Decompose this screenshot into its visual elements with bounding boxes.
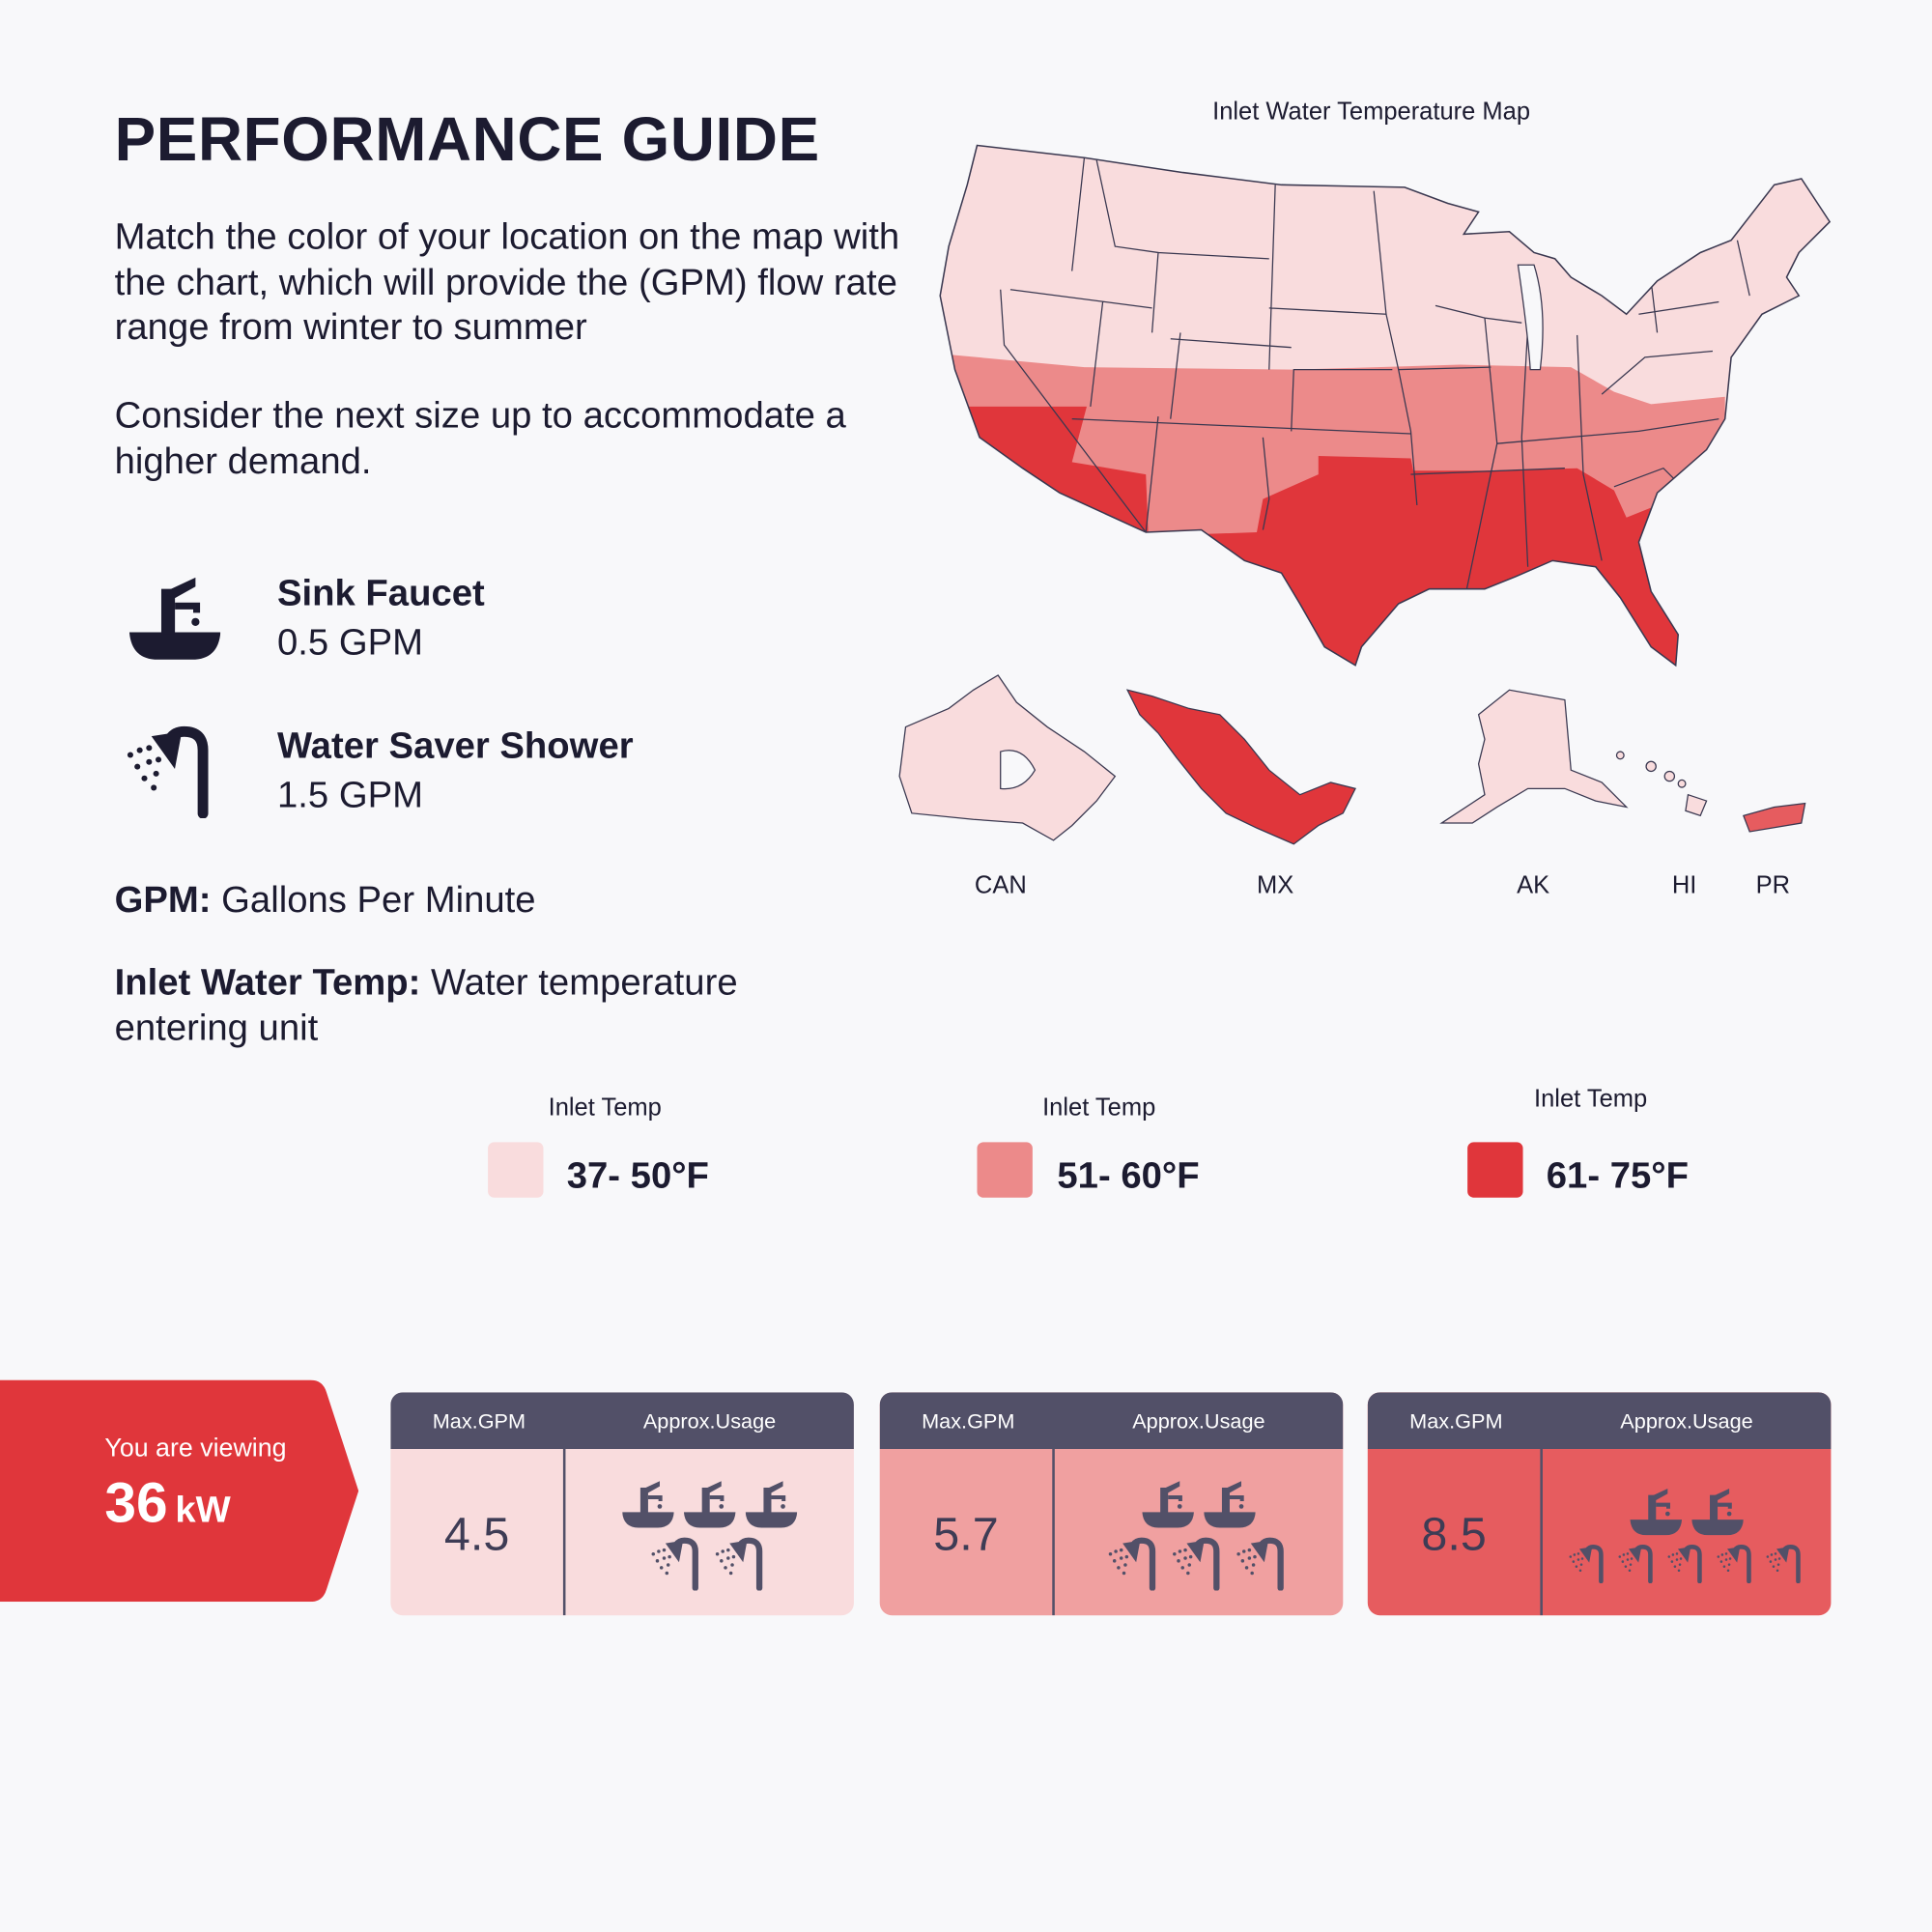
shower-icon: [715, 1536, 769, 1590]
gpm-card: Max.GPM Approx.Usage 8.5: [1367, 1392, 1832, 1616]
usage-icons: [565, 1466, 853, 1604]
definition-inlet-temp: Inlet Water Temp: Water temperature ente…: [115, 961, 805, 1051]
shower-icon: [1717, 1544, 1756, 1583]
legend-swatch-mild: [977, 1142, 1033, 1198]
model-banner: [0, 1379, 359, 1603]
state-borders: [1000, 157, 1750, 592]
us-outline: [939, 144, 1832, 668]
lake-michigan: [1517, 264, 1544, 371]
puerto-rico-inset: [1742, 802, 1806, 833]
shower-icon: [1569, 1544, 1608, 1583]
legend-label: Inlet Temp: [1042, 1094, 1156, 1122]
inset-label-ak: AK: [1517, 872, 1550, 900]
shower-icon: [1236, 1536, 1290, 1590]
shower-icon: [1108, 1536, 1162, 1590]
inset-label-pr: PR: [1755, 872, 1791, 900]
intro-note: Consider the next size up to accommodate…: [114, 395, 846, 482]
definition-text: Water temperature entering unit: [114, 962, 738, 1048]
kw-unit: kW: [175, 1490, 231, 1531]
hawaii-inset: [1615, 751, 1708, 817]
sink-faucet-icon: [1204, 1479, 1256, 1528]
card-divider: [1540, 1448, 1543, 1616]
gpm-card: Max.GPM Approx.Usage 4.5: [390, 1392, 854, 1616]
inset-label-can: CAN: [974, 872, 1027, 900]
fixture-flow: 1.5 GPM: [276, 775, 423, 816]
mexico-inset: [1125, 689, 1356, 845]
card-header: Max.GPM Approx.Usage: [1367, 1392, 1832, 1449]
card-divider: [562, 1448, 566, 1616]
shower-icon: [1172, 1536, 1226, 1590]
max-gpm-value: 5.7: [933, 1509, 999, 1562]
alaska-inset: [1439, 689, 1629, 824]
banner-value: 36 kW: [104, 1468, 230, 1535]
legend-range: 51- 60°F: [1057, 1155, 1200, 1197]
card-divider: [1052, 1448, 1055, 1616]
shower-icon: [1667, 1544, 1707, 1583]
sink-faucet-icon: [1691, 1487, 1744, 1536]
col-approx-usage: Approx.Usage: [1620, 1409, 1753, 1434]
map-title: Inlet Water Temperature Map: [1212, 99, 1531, 127]
shower-icon: [1766, 1544, 1805, 1583]
col-approx-usage: Approx.Usage: [642, 1409, 777, 1434]
sink-faucet-icon: [1142, 1479, 1194, 1528]
card-header: Max.GPM Approx.Usage: [390, 1392, 854, 1449]
shower-icon: [1618, 1544, 1658, 1583]
legend-range: 37- 50°F: [566, 1155, 709, 1197]
kw-value: 36: [104, 1469, 168, 1535]
col-max-gpm: Max.GPM: [922, 1409, 1015, 1434]
page-title: PERFORMANCE GUIDE: [114, 104, 820, 174]
usage-icons: [1543, 1466, 1831, 1604]
gpm-card: Max.GPM Approx.Usage 5.7: [879, 1392, 1344, 1616]
fixture-flow: 0.5 GPM: [276, 622, 423, 664]
col-max-gpm: Max.GPM: [1409, 1409, 1503, 1434]
max-gpm-value: 8.5: [1421, 1509, 1487, 1562]
temperature-map: [898, 144, 1832, 845]
definition-gpm: GPM: Gallons Per Minute: [115, 878, 854, 923]
col-max-gpm: Max.GPM: [432, 1409, 526, 1434]
usage-icons: [1055, 1466, 1343, 1604]
max-gpm-value: 4.5: [443, 1509, 510, 1562]
legend-swatch-cold: [488, 1142, 544, 1198]
sink-faucet-icon: [746, 1479, 798, 1528]
shower-icon: [650, 1536, 704, 1590]
legend-label: Inlet Temp: [1534, 1085, 1648, 1113]
card-header: Max.GPM Approx.Usage: [879, 1392, 1344, 1449]
legend-range: 61- 75°F: [1546, 1155, 1689, 1197]
col-approx-usage: Approx.Usage: [1132, 1409, 1265, 1434]
definition-term: GPM:: [114, 879, 212, 921]
intro-paragraph: Match the color of your location on the …: [114, 216, 900, 348]
inset-label-hi: HI: [1671, 872, 1697, 900]
definition-term: Inlet Water Temp:: [114, 962, 421, 1004]
legend-label: Inlet Temp: [548, 1094, 662, 1122]
fixture-name: Sink Faucet: [276, 573, 485, 614]
banner-caption: You are viewing: [104, 1434, 287, 1463]
sink-faucet-icon: [622, 1479, 674, 1528]
hudson-bay: [1000, 750, 1037, 790]
sink-faucet-icon: [1630, 1487, 1682, 1536]
inset-label-mx: MX: [1257, 872, 1294, 900]
definition-text: Gallons Per Minute: [211, 879, 536, 921]
fixture-name: Water Saver Shower: [276, 725, 634, 767]
legend-swatch-warm: [1467, 1142, 1523, 1198]
sink-faucet-icon: [684, 1479, 736, 1528]
